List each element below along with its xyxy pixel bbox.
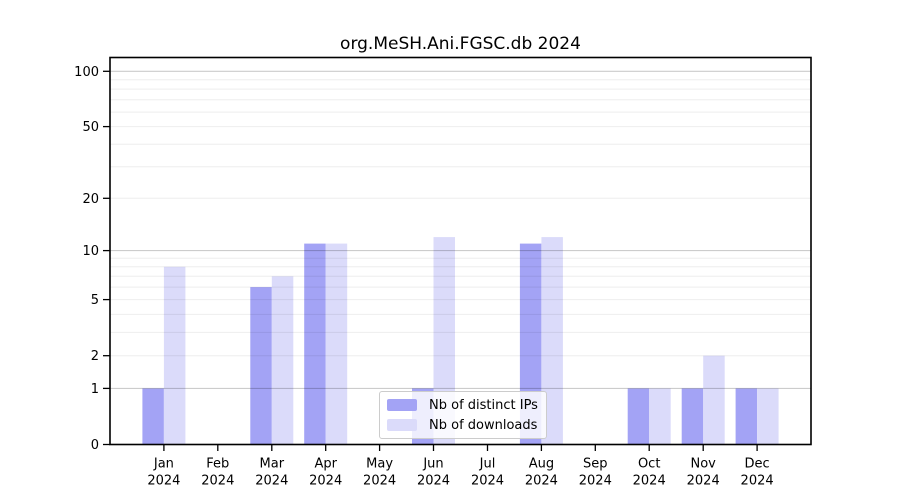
legend-item: Nb of distinct IPs (387, 398, 538, 413)
y-tick-label: 10 (82, 244, 99, 259)
bar-nov-distinct-ips (681, 388, 704, 445)
y-tick-label: 100 (74, 65, 99, 80)
legend: Nb of distinct IPs Nb of downloads (379, 391, 547, 439)
y-tick-label: 20 (82, 192, 99, 207)
x-tick-label-month: Jan (153, 457, 174, 472)
x-tick-label-year: 2024 (471, 474, 504, 489)
bar-dec-distinct-ips (735, 388, 758, 445)
legend-swatch-downloads (387, 419, 417, 431)
x-tick-label-year: 2024 (147, 474, 180, 489)
x-tick-label-year: 2024 (363, 474, 396, 489)
bar-jan-distinct-ips (142, 388, 164, 445)
x-tick-label-month: Jun (422, 457, 443, 472)
x-tick-label-year: 2024 (633, 474, 666, 489)
y-tick-label: 1 (91, 382, 99, 397)
x-tick-label-month: Feb (206, 457, 229, 472)
x-tick-label-month: Apr (314, 457, 337, 472)
bar-apr-downloads (325, 243, 348, 445)
y-tick-label: 0 (91, 438, 99, 453)
x-tick-label-year: 2024 (579, 474, 612, 489)
bar-dec-downloads (757, 388, 779, 445)
bar-apr-distinct-ips (304, 243, 326, 445)
bar-oct-downloads (649, 388, 671, 445)
bar-mar-distinct-ips (250, 287, 272, 445)
x-tick-label-month: Aug (529, 457, 554, 472)
bar-jan-downloads (163, 266, 186, 445)
x-tick-label-year: 2024 (255, 474, 288, 489)
bar-nov-downloads (703, 355, 725, 445)
x-tick-label-month: Dec (745, 457, 770, 472)
y-tick-label: 50 (82, 120, 99, 135)
x-tick-label-month: Nov (691, 457, 717, 472)
x-tick-label-year: 2024 (687, 474, 720, 489)
x-tick-label-month: Sep (583, 457, 608, 472)
x-tick-label-year: 2024 (201, 474, 234, 489)
legend-label: Nb of downloads (429, 417, 538, 433)
x-tick-label-year: 2024 (741, 474, 774, 489)
x-tick-label-month: Mar (260, 457, 285, 472)
bar-mar-downloads (271, 276, 294, 445)
legend-label: Nb of distinct IPs (429, 397, 538, 413)
x-tick-label-year: 2024 (309, 474, 342, 489)
y-tick-label: 5 (91, 293, 99, 308)
x-tick-label-year: 2024 (417, 474, 450, 489)
y-tick-label: 2 (91, 349, 99, 364)
chart-title: org.MeSH.Ani.FGSC.db 2024 (340, 34, 581, 54)
bar-oct-distinct-ips (627, 388, 650, 445)
x-tick-label-year: 2024 (525, 474, 558, 489)
x-tick-label-month: Oct (638, 457, 660, 472)
x-tick-label-month: May (366, 457, 393, 472)
legend-item: Nb of downloads (387, 418, 538, 433)
x-tick-label-month: Jul (479, 457, 496, 472)
legend-swatch-distinct-ips (387, 399, 417, 411)
